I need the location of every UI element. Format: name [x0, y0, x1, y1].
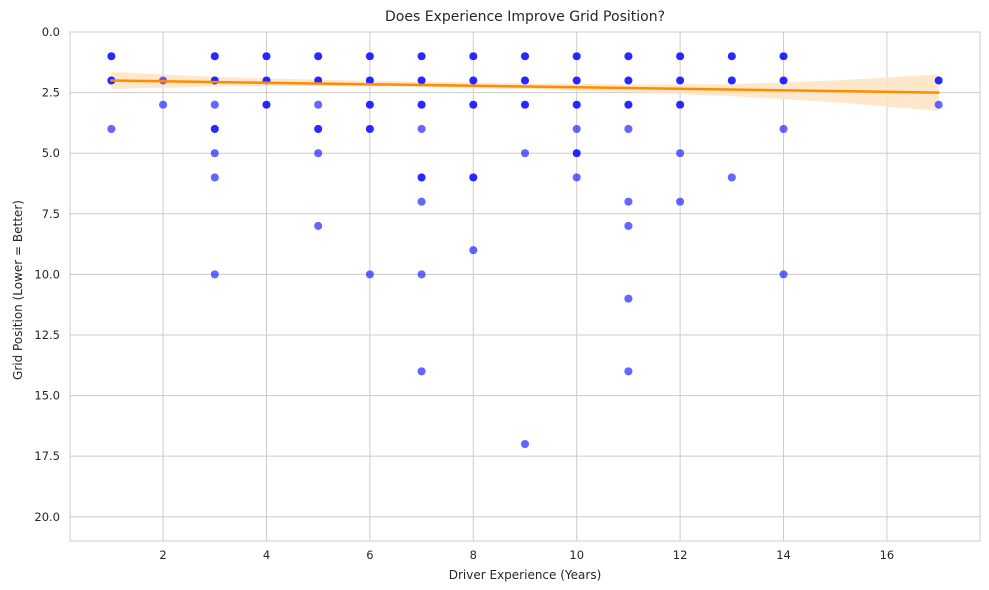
data-point — [623, 366, 633, 376]
data-point — [210, 100, 220, 110]
data-point — [365, 100, 375, 110]
data-point — [365, 269, 375, 279]
data-point — [572, 124, 582, 134]
data-point — [365, 51, 375, 61]
data-point — [417, 172, 427, 182]
data-point — [468, 245, 478, 255]
data-point — [417, 100, 427, 110]
y-tick-label: 20.0 — [34, 510, 60, 524]
x-tick-label: 2 — [159, 548, 166, 562]
data-point — [313, 221, 323, 231]
data-point — [778, 75, 789, 86]
regression-line-path — [110, 79, 940, 94]
data-point — [675, 197, 685, 207]
x-tick-label: 8 — [470, 548, 477, 562]
data-point — [778, 51, 789, 61]
data-point — [158, 100, 168, 110]
data-point — [572, 172, 582, 182]
x-tick-label: 10 — [569, 548, 584, 562]
data-point — [623, 221, 633, 231]
data-point — [572, 75, 582, 86]
data-point — [572, 100, 582, 110]
chart-title: Does Experience Improve Grid Position? — [385, 9, 665, 25]
data-point — [623, 75, 633, 86]
data-point — [468, 100, 478, 110]
data-point — [520, 439, 530, 449]
data-point — [261, 100, 272, 110]
data-point — [623, 51, 633, 61]
data-point — [675, 100, 685, 110]
y-tick-label: 7.5 — [42, 207, 60, 221]
y-axis-ticks: 0.0 2.5 5.0 7.5 10.0 12.5 15.0 17.5 20.0 — [34, 25, 60, 524]
grid-lines — [70, 31, 980, 541]
plot-area-frame — [69, 31, 981, 542]
y-tick-label: 5.0 — [42, 146, 60, 160]
data-point — [520, 100, 530, 110]
data-point — [417, 269, 427, 279]
data-point — [520, 148, 530, 158]
data-point — [417, 124, 427, 134]
data-point — [417, 51, 427, 61]
data-point — [210, 172, 220, 182]
data-point — [210, 269, 220, 279]
data-point — [106, 124, 116, 134]
data-point — [468, 172, 478, 182]
data-point — [675, 148, 685, 158]
data-point — [417, 75, 427, 86]
x-tick-label: 4 — [263, 548, 270, 562]
data-point — [623, 124, 633, 134]
data-point — [675, 75, 685, 86]
regression-line — [110, 79, 940, 94]
data-point — [572, 148, 582, 158]
x-axis-label: Driver Experience (Years) — [449, 568, 602, 582]
y-tick-label: 17.5 — [34, 449, 60, 463]
data-point — [727, 172, 737, 182]
data-point — [261, 51, 272, 61]
data-point — [623, 197, 633, 207]
data-point — [313, 124, 323, 134]
data-point — [727, 51, 737, 61]
y-tick-label: 0.0 — [42, 25, 60, 39]
data-point — [778, 124, 789, 134]
data-point — [365, 124, 375, 134]
x-axis-ticks: 2 4 6 8 10 12 14 16 — [159, 548, 894, 562]
x-tick-label: 12 — [673, 548, 688, 562]
data-point — [468, 75, 478, 86]
data-point — [313, 148, 323, 158]
y-tick-label: 15.0 — [34, 389, 60, 403]
x-tick-label: 14 — [776, 548, 791, 562]
data-point — [210, 75, 220, 86]
data-point — [313, 51, 323, 61]
data-point — [623, 294, 633, 304]
data-point — [934, 75, 944, 86]
data-point — [210, 51, 220, 61]
data-point — [417, 366, 427, 376]
data-point — [417, 197, 427, 207]
data-point — [520, 51, 530, 61]
y-tick-label: 12.5 — [34, 328, 60, 342]
data-point — [934, 100, 944, 110]
data-point — [572, 51, 582, 61]
data-point — [727, 75, 737, 86]
data-point — [106, 51, 116, 61]
data-point — [778, 269, 789, 279]
data-points — [106, 51, 944, 449]
data-point — [468, 51, 478, 61]
data-point — [313, 100, 323, 110]
data-point — [210, 124, 220, 134]
y-tick-label: 2.5 — [42, 86, 60, 100]
y-axis-label: Grid Position (Lower = Better) — [11, 200, 25, 380]
data-point — [623, 100, 633, 110]
x-tick-label: 16 — [880, 548, 895, 562]
data-point — [675, 51, 685, 61]
data-point — [520, 75, 530, 86]
data-point — [210, 148, 220, 158]
y-tick-label: 10.0 — [34, 267, 60, 281]
x-tick-label: 6 — [366, 548, 373, 562]
